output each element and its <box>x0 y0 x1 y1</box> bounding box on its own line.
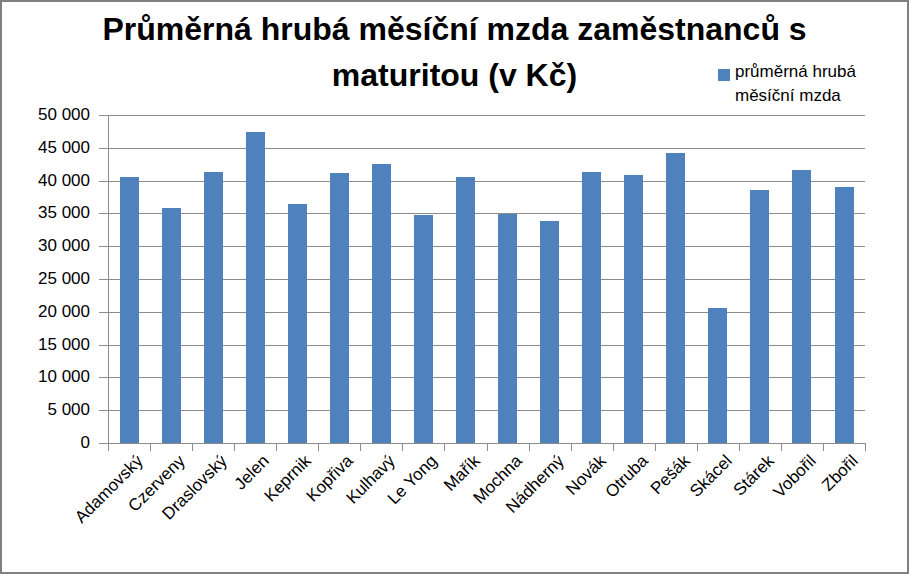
legend-square-icon <box>718 69 730 81</box>
x-axis-tick <box>823 443 824 451</box>
legend[interactable]: průměrná hrubá měsíční mzda <box>716 60 868 108</box>
x-axis-tick <box>655 443 656 451</box>
x-axis-tick <box>150 443 151 451</box>
y-axis-label: 0 <box>12 433 90 453</box>
y-axis-label: 30 000 <box>12 236 90 256</box>
x-axis-tick <box>697 443 698 451</box>
y-axis-tick <box>99 279 108 280</box>
x-axis-tick <box>739 443 740 451</box>
y-axis-tick <box>99 213 108 214</box>
x-axis-tick <box>234 443 235 451</box>
x-axis-tick <box>402 443 403 451</box>
y-axis-label: 15 000 <box>12 335 90 355</box>
bar[interactable] <box>582 172 601 443</box>
x-axis-tick <box>444 443 445 451</box>
bar[interactable] <box>624 175 643 443</box>
y-axis-tick <box>99 115 108 116</box>
x-axis-tick <box>318 443 319 451</box>
bar[interactable] <box>414 215 433 443</box>
x-axis-tick <box>865 443 866 451</box>
y-axis-tick <box>99 345 108 346</box>
y-axis-tick <box>99 181 108 182</box>
x-axis-tick <box>487 443 488 451</box>
x-axis-tick <box>276 443 277 451</box>
bar[interactable] <box>708 308 727 443</box>
y-axis-line <box>108 115 109 443</box>
bar[interactable] <box>792 170 811 443</box>
y-axis-label: 40 000 <box>12 171 90 191</box>
y-axis-tick <box>99 246 108 247</box>
bar[interactable] <box>666 153 685 443</box>
y-axis-label: 10 000 <box>12 367 90 387</box>
y-axis-tick <box>99 443 108 444</box>
bar[interactable] <box>540 221 559 443</box>
x-axis-tick <box>613 443 614 451</box>
y-axis-label: 25 000 <box>12 269 90 289</box>
gridline <box>108 148 865 149</box>
y-axis-label: 45 000 <box>12 138 90 158</box>
bar[interactable] <box>498 214 517 443</box>
y-axis-label: 20 000 <box>12 302 90 322</box>
y-axis-tick <box>99 148 108 149</box>
chart-canvas[interactable]: Průměrná hrubá měsíční mzda zaměstnanců … <box>0 0 909 574</box>
x-axis-tick <box>108 443 109 451</box>
bar[interactable] <box>372 164 391 444</box>
y-axis-tick <box>99 312 108 313</box>
bar[interactable] <box>246 132 265 443</box>
y-axis-tick <box>99 377 108 378</box>
y-axis-label: 50 000 <box>12 105 90 125</box>
x-axis-tick <box>571 443 572 451</box>
bar[interactable] <box>456 177 475 443</box>
x-axis-line <box>99 443 865 444</box>
bar[interactable] <box>204 172 223 443</box>
bar[interactable] <box>330 173 349 443</box>
x-axis-tick <box>360 443 361 451</box>
bar[interactable] <box>162 208 181 444</box>
y-axis-label: 5 000 <box>12 400 90 420</box>
bar[interactable] <box>288 204 307 443</box>
bar[interactable] <box>750 190 769 443</box>
y-axis-label: 35 000 <box>12 203 90 223</box>
y-axis-tick <box>99 410 108 411</box>
x-axis-tick <box>192 443 193 451</box>
bar[interactable] <box>835 187 854 443</box>
legend-series-label: průměrná hrubá měsíční mzda <box>735 60 868 108</box>
gridline <box>108 115 865 116</box>
x-axis-tick <box>781 443 782 451</box>
bar[interactable] <box>120 177 139 443</box>
x-axis-tick <box>529 443 530 451</box>
